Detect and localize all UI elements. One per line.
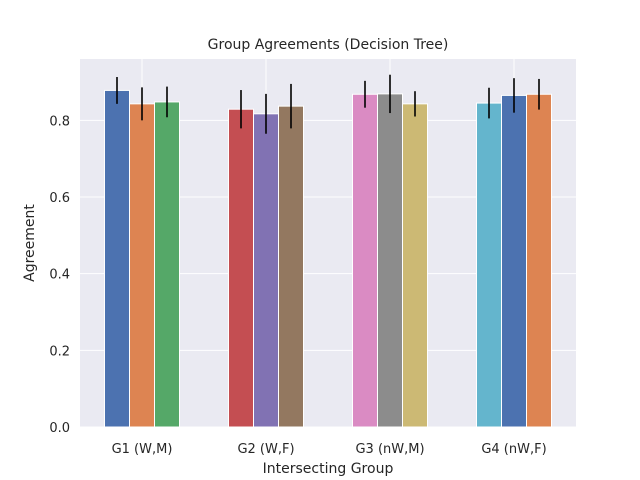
bar (253, 113, 279, 428)
bar (104, 89, 130, 428)
y-tick-label: 0.8 (49, 114, 70, 129)
x-tick-label: G4 (nW,F) (481, 442, 546, 457)
bar (352, 93, 378, 428)
x-tick-label: G1 (W,M) (112, 442, 173, 457)
y-tick-label: 0.6 (49, 191, 70, 206)
bars (104, 89, 552, 428)
x-axis-label: Intersecting Group (263, 461, 394, 477)
bar (526, 93, 552, 428)
tick-labels: 0.0 0.2 0.4 0.6 0.8 G1 (W,M) G2 (W,F) G3 (nW,M)… (49, 114, 546, 457)
bar (402, 103, 428, 428)
bar (228, 108, 254, 428)
x-tick-label: G3 (nW,M) (355, 442, 424, 457)
chart-title: Group Agreements (Decision Tree) (208, 37, 449, 53)
y-tick-label: 0.0 (49, 421, 70, 436)
bar (476, 102, 502, 428)
bar (129, 103, 155, 428)
error-bars (116, 74, 540, 134)
bar (501, 94, 527, 428)
bar (377, 93, 403, 428)
y-axis-label: Agreement (22, 204, 38, 282)
y-tick-label: 0.4 (49, 268, 70, 283)
x-tick-label: G2 (W,F) (237, 442, 294, 457)
bar (154, 101, 180, 428)
y-tick-label: 0.2 (49, 344, 70, 359)
bar (278, 105, 304, 428)
